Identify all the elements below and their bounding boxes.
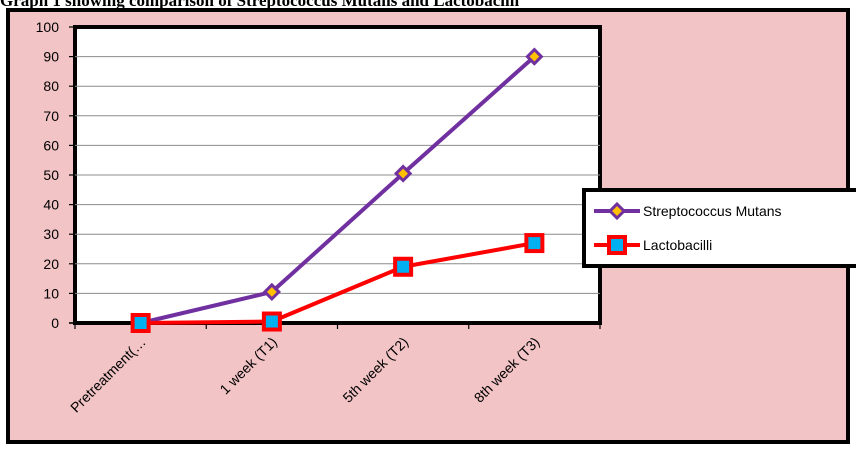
data-point <box>525 47 544 66</box>
y-tick-label: 100 <box>36 19 60 35</box>
legend: Streptococcus Mutans Lactobacilli <box>582 188 856 268</box>
legend-item: Streptococcus Mutans <box>594 201 782 221</box>
y-tick-label: 60 <box>43 137 59 153</box>
series-lactobacilli <box>130 233 545 333</box>
y-tick-label: 40 <box>43 197 59 213</box>
data-point <box>261 311 282 332</box>
data-point <box>524 233 545 254</box>
y-tick-label: 70 <box>43 108 59 124</box>
x-tick-label: Pretreatment(… <box>67 334 149 416</box>
y-tick-label: 50 <box>43 167 59 183</box>
legend-item: Lactobacilli <box>594 235 712 255</box>
data-point <box>130 313 151 333</box>
figure-caption: Graph 1 showing comparison of Streptococ… <box>0 0 520 10</box>
series-line <box>140 55 536 325</box>
y-tick-label: 30 <box>43 226 59 242</box>
y-tick-label: 20 <box>43 256 59 272</box>
y-tick-labels: 0 10 20 30 40 50 60 70 80 90 100 <box>36 19 60 331</box>
x-tick-label: 5th week (T2) <box>339 334 411 406</box>
y-tick-label: 10 <box>43 285 59 301</box>
data-point <box>262 282 281 302</box>
series <box>130 47 545 333</box>
data-point <box>394 164 413 183</box>
series-line <box>140 241 535 325</box>
legend-label: Lactobacilli <box>643 237 712 253</box>
y-tick-label: 80 <box>43 78 59 94</box>
data-point <box>393 256 414 277</box>
x-tick-label: 8th week (T3) <box>471 334 543 406</box>
legend-marker <box>607 235 627 255</box>
legend-label: Streptococcus Mutans <box>643 203 782 219</box>
legend-box <box>582 188 856 268</box>
gridlines <box>75 56 600 294</box>
x-tick-labels: Pretreatment(… 1 week (T1) 5th week (T2) 8t… <box>67 334 542 416</box>
x-tick-label: 1 week (T1) <box>216 334 280 398</box>
legend-marker <box>607 201 627 221</box>
y-tick-label: 0 <box>51 315 59 331</box>
y-tick-label: 90 <box>43 49 59 65</box>
